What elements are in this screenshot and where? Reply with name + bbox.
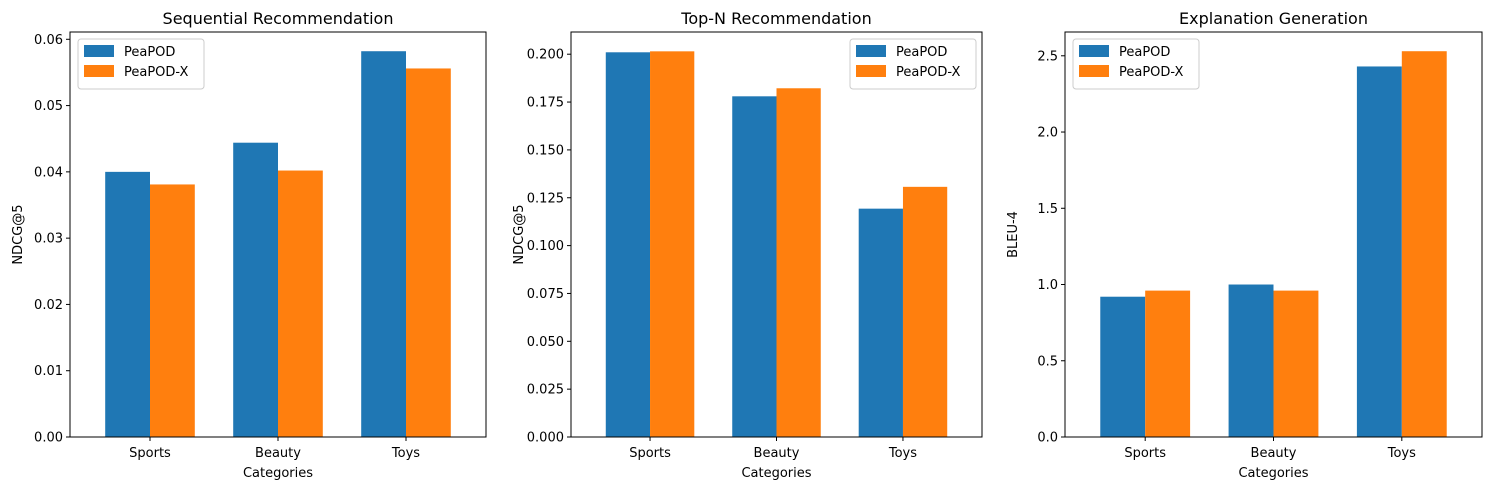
bar-peapod-sports xyxy=(105,171,150,438)
y-tick-label: 0.200 xyxy=(527,48,564,63)
legend-swatch xyxy=(856,45,886,57)
legend-label: PeaPOD xyxy=(124,45,175,60)
y-tick-label: 2.5 xyxy=(1037,49,1058,64)
y-tick-label: 1.5 xyxy=(1037,202,1058,217)
y-tick-label: 0.00 xyxy=(34,431,63,446)
y-tick-label: 0.0 xyxy=(1037,431,1058,446)
y-tick-label: 0.06 xyxy=(34,33,63,48)
bar-peapod-toys xyxy=(361,51,406,437)
legend-swatch xyxy=(84,65,114,77)
y-axis-title: BLEU-4 xyxy=(1006,211,1021,258)
legend-label: PeaPOD xyxy=(896,45,947,60)
bar-peapod-sports xyxy=(1100,296,1146,437)
bar-peapod-toys xyxy=(858,208,903,437)
bar-peapod-x-beauty xyxy=(1273,290,1319,437)
bar-peapod-x-toys xyxy=(406,68,451,438)
bar-peapod-beauty xyxy=(1228,284,1274,437)
legend-swatch xyxy=(1079,65,1109,77)
x-tick-label: Beauty xyxy=(255,446,301,461)
legend-swatch xyxy=(856,65,886,77)
bar-peapod-x-sports xyxy=(150,184,195,437)
legend: PeaPOD PeaPOD-X xyxy=(849,38,977,90)
chart-panel-1: 0.00 0.01 0.02 0.03 0.04 0.05 0.06 Sports Beauty… xyxy=(11,9,487,481)
chart-title: Sequential Recommendation xyxy=(163,9,394,28)
bar-peapod-beauty xyxy=(732,96,777,437)
x-tick-label: Sports xyxy=(629,446,671,461)
x-tick-label: Beauty xyxy=(1251,446,1297,461)
y-tick-label: 0.02 xyxy=(34,298,63,313)
x-tick-label: Toys xyxy=(391,446,420,461)
y-tick-label: 0.000 xyxy=(527,431,564,446)
legend-label: PeaPOD-X xyxy=(896,65,960,80)
legend-swatch xyxy=(84,45,114,57)
x-tick-label: Sports xyxy=(1124,446,1166,461)
y-tick-label: 0.175 xyxy=(527,96,564,111)
legend-label: PeaPOD-X xyxy=(1119,65,1183,80)
bar-peapod-x-sports xyxy=(650,51,695,437)
x-tick-label: Toys xyxy=(888,446,917,461)
legend-label: PeaPOD-X xyxy=(124,65,188,80)
y-tick-label: 0.100 xyxy=(527,239,564,254)
y-tick-label: 0.075 xyxy=(527,287,564,302)
chart-title: Explanation Generation xyxy=(1179,9,1368,28)
chart-panel-2: 0.000 0.025 0.050 0.075 0.100 0.125 0.150 0.175… xyxy=(512,9,983,481)
x-axis-title: Categories xyxy=(741,466,811,481)
y-tick-label: 2.0 xyxy=(1037,126,1058,141)
y-tick-label: 0.01 xyxy=(34,364,63,379)
y-axis-title: NDCG@5 xyxy=(11,204,26,264)
legend-label: PeaPOD xyxy=(1119,45,1170,60)
y-tick-label: 0.150 xyxy=(527,143,564,158)
y-tick-label: 1.0 xyxy=(1037,278,1058,293)
y-tick-label: 0.03 xyxy=(34,232,63,247)
legend: PeaPOD PeaPOD-X xyxy=(77,38,205,90)
y-axis-title: NDCG@5 xyxy=(512,204,527,264)
bar-peapod-x-toys xyxy=(902,186,948,437)
legend: PeaPOD PeaPOD-X xyxy=(1072,38,1200,90)
x-tick-label: Beauty xyxy=(754,446,800,461)
bar-peapod-x-beauty xyxy=(278,170,323,438)
x-tick-label: Sports xyxy=(129,446,171,461)
y-tick-label: 0.05 xyxy=(34,99,63,114)
chart-panel-3: 0.0 0.5 1.0 1.5 2.0 2.5 Sports Beauty Toys Catego… xyxy=(1006,9,1483,481)
chart-title: Top-N Recommendation xyxy=(680,9,871,28)
bar-peapod-x-toys xyxy=(1401,51,1447,438)
bar-peapod-beauty xyxy=(233,142,278,437)
bar-peapod-toys xyxy=(1356,66,1402,438)
bar-peapod-x-sports xyxy=(1145,290,1191,437)
bar-peapod-sports xyxy=(605,52,651,437)
x-axis-title: Categories xyxy=(243,466,313,481)
legend-swatch xyxy=(1079,45,1109,57)
x-axis-title: Categories xyxy=(1238,466,1308,481)
y-tick-label: 0.125 xyxy=(527,191,564,206)
y-tick-label: 0.025 xyxy=(527,383,564,398)
y-tick-label: 0.5 xyxy=(1037,354,1058,369)
x-tick-label: Toys xyxy=(1387,446,1416,461)
y-tick-label: 0.050 xyxy=(527,335,564,350)
bar-peapod-x-beauty xyxy=(776,88,821,438)
y-tick-label: 0.04 xyxy=(34,165,63,180)
